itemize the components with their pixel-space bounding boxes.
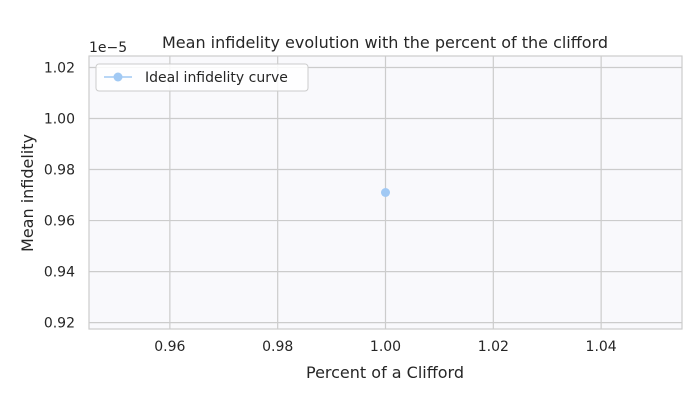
x-tick-label: 1.00: [370, 339, 401, 355]
y-tick-label: 0.96: [44, 214, 75, 230]
grid-lines: [89, 56, 682, 329]
legend-label: Ideal infidelity curve: [145, 70, 288, 86]
y-tick-label: 0.94: [44, 265, 75, 281]
legend-box: [95, 63, 309, 92]
legend-marker-swatch: [113, 72, 123, 82]
x-tick-label: 1.04: [586, 339, 617, 355]
series-layer: [381, 188, 390, 197]
y-tick-label: 1.02: [44, 60, 75, 76]
data-point: [381, 188, 390, 197]
y-tick-label: 1.00: [44, 112, 75, 128]
y-tick-label: 0.92: [44, 316, 75, 332]
x-tick-label: 0.96: [154, 339, 185, 355]
x-tick-labels: 0.96 0.98 1.00 1.02 1.04: [154, 339, 617, 355]
chart-title: Mean infidelity evolution with the perce…: [162, 33, 608, 52]
legend: Ideal infidelity curve: [95, 63, 309, 92]
y-tick-label: 0.98: [44, 163, 75, 179]
y-offset-label: 1e−5: [89, 40, 127, 56]
y-tick-labels: 0.92 0.94 0.96 0.98 1.00 1.02: [44, 60, 75, 331]
x-tick-label: 1.02: [478, 339, 509, 355]
x-axis-label: Percent of a Clifford: [306, 363, 464, 382]
y-axis-label: Mean infidelity: [18, 134, 37, 252]
x-tick-label: 0.98: [262, 339, 293, 355]
